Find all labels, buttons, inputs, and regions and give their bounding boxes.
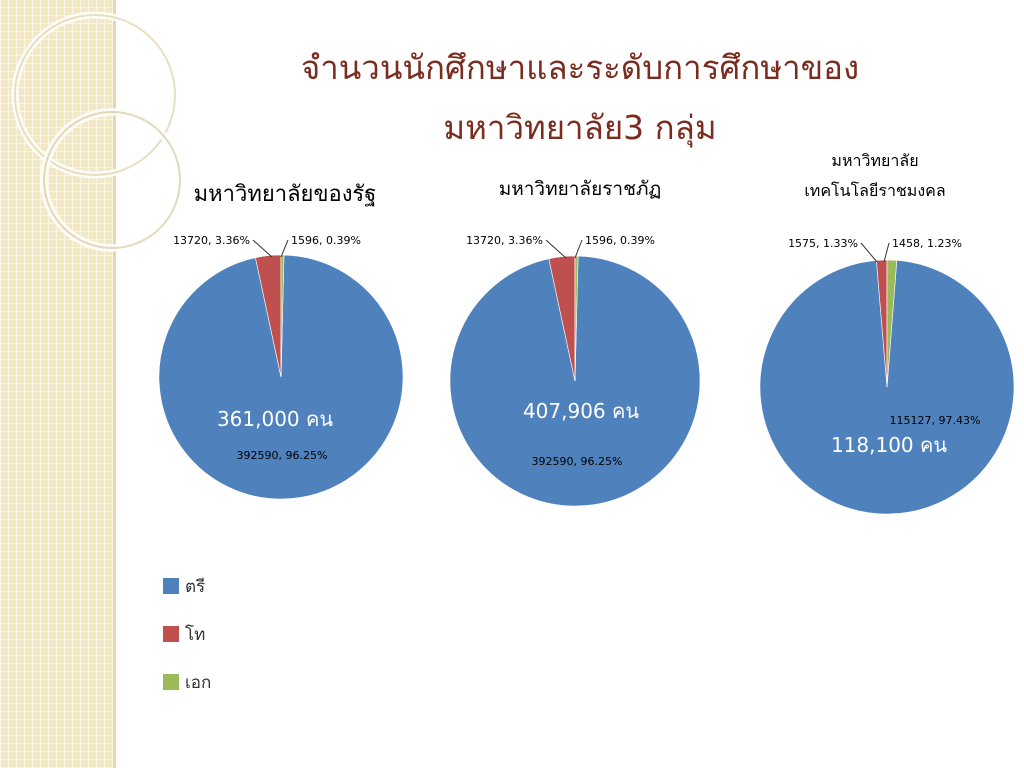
data-label-doctorate: 1596, 0.39% xyxy=(585,234,655,247)
data-label-bachelor: 392590, 96.25% xyxy=(532,455,623,468)
data-label-master: 1575, 1.33% xyxy=(788,237,858,250)
chart-heading-rajabhat-university: มหาวิทยาลัยราชภัฏ xyxy=(455,174,705,204)
chart-heading-line: มหาวิทยาลัยราชภัฏ xyxy=(498,178,662,200)
legend-item-doctorate: เอก xyxy=(163,658,211,706)
pie-slice-doctorate xyxy=(574,255,579,382)
data-label-master: 13720, 3.36% xyxy=(173,234,250,247)
chart-heading-line-1: มหาวิทยาลัย xyxy=(831,151,919,170)
total-students-label: 118,100 คน xyxy=(831,433,947,457)
leader-line-doctorate xyxy=(883,242,890,263)
chart-legend: ตรี โท เอก xyxy=(163,562,211,706)
data-label-doctorate: 1458, 1.23% xyxy=(892,237,962,250)
total-students-label: 407,906 คน xyxy=(523,399,639,423)
total-students-label: 361,000 คน xyxy=(217,407,333,431)
leader-line-doctorate xyxy=(574,239,583,259)
legend-swatch-doctorate xyxy=(163,674,179,690)
decorative-circles xyxy=(11,11,184,252)
side-panel-border xyxy=(113,0,116,768)
leader-line-master xyxy=(252,239,273,258)
deco-circle-small-edge xyxy=(43,111,181,249)
legend-swatch-master xyxy=(163,626,179,642)
data-label-master: 13720, 3.36% xyxy=(466,234,543,247)
legend-item-master: โท xyxy=(163,610,211,658)
pie-chart-3: 1575, 1.33% 1458, 1.23% 115127, 97.43% 118,… xyxy=(759,237,1015,515)
chart-heading-line-2: เทคโนโลยีราชมงคล xyxy=(804,181,946,200)
pie-slice-bachelor xyxy=(759,260,1015,515)
legend-swatch-bachelor xyxy=(163,578,179,594)
legend-label-master: โท xyxy=(185,624,206,645)
deco-circle-large-edge xyxy=(14,14,176,176)
chart-heading-state-university: มหาวิทยาลัยของรัฐ xyxy=(150,176,420,211)
slide-title-line-2: มหาวิทยาลัย3 กลุ่ม xyxy=(443,108,717,147)
chart-heading-line: มหาวิทยาลัยของรัฐ xyxy=(193,182,377,207)
pie-chart-1: 13720, 3.36% 1596, 0.39% 392590, 96.25% 361… xyxy=(158,234,404,500)
leader-line-doctorate xyxy=(280,239,289,258)
legend-label-doctorate: เอก xyxy=(185,672,212,693)
chart-heading-rajamangala-university: มหาวิทยาลัย เทคโนโลยีราชมงคล xyxy=(765,146,985,206)
pie-slice-doctorate xyxy=(280,254,285,378)
leader-line-master xyxy=(860,242,878,263)
data-label-bachelor: 115127, 97.43% xyxy=(890,414,981,427)
pie-slice-doctorate xyxy=(886,259,898,388)
slide-title-line-1: จำนวนนักศึกษาและระดับการศึกษาของ xyxy=(300,48,860,87)
slide-title: จำนวนนักศึกษาและระดับการศึกษาของ มหาวิทย… xyxy=(160,38,1000,158)
pie-chart-2: 13720, 3.36% 1596, 0.39% 392590, 96.25% 407… xyxy=(449,234,701,507)
legend-item-bachelor: ตรี xyxy=(163,562,211,610)
leader-line-master xyxy=(545,239,567,259)
data-label-doctorate: 1596, 0.39% xyxy=(291,234,361,247)
data-label-bachelor: 392590, 96.25% xyxy=(237,449,328,462)
legend-label-bachelor: ตรี xyxy=(185,576,206,597)
